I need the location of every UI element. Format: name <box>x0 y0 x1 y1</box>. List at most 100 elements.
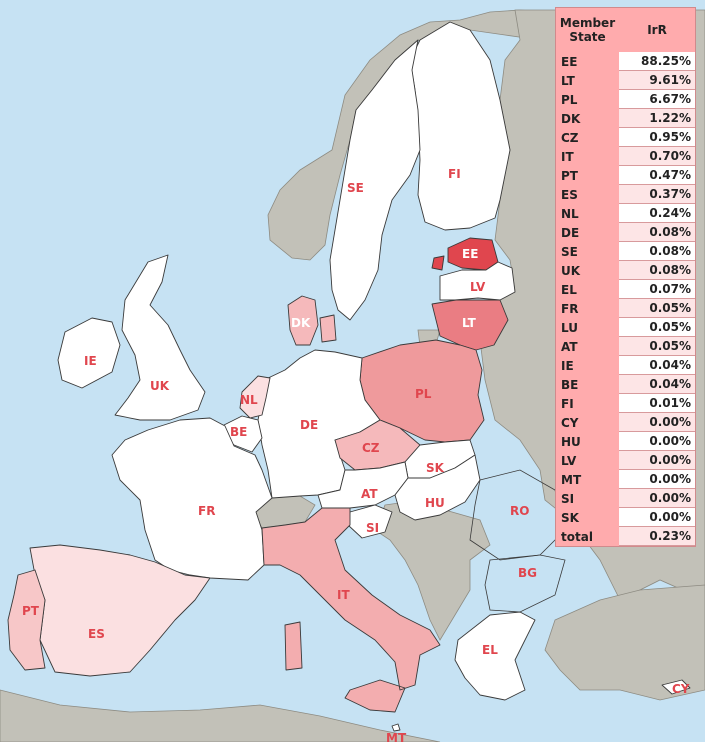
legend-irr-value: 0.00% <box>619 470 695 489</box>
legend-row: NL 0.24% <box>556 204 695 223</box>
legend-state-code: SE <box>561 244 578 259</box>
country-fr <box>111 417 273 581</box>
legend-irr-value: 0.04% <box>619 356 695 375</box>
legend-row: LV 0.00% <box>556 451 695 470</box>
country-mt <box>391 723 401 732</box>
legend-row: BE 0.04% <box>556 375 695 394</box>
legend-row: MT 0.00% <box>556 470 695 489</box>
legend-row: DE 0.08% <box>556 223 695 242</box>
legend-state-code: EL <box>561 282 577 297</box>
legend-row: DK 1.22% <box>556 109 695 128</box>
legend-row: LU 0.05% <box>556 318 695 337</box>
legend-state-code: DE <box>561 225 580 240</box>
label-hu: HU <box>425 496 445 510</box>
legend-table: Member State IrR EE 88.25% LT 9.61% PL 6.67% D… <box>555 7 696 547</box>
legend-state-code: HU <box>561 434 581 449</box>
legend-irr-value: 0.05% <box>619 337 695 356</box>
legend-state-code: LT <box>561 73 575 88</box>
bulgaria-border <box>484 554 566 613</box>
legend-state-code: SI <box>561 491 575 506</box>
label-lv: LV <box>470 280 486 294</box>
country-nl <box>239 375 271 419</box>
legend-irr-value: 0.08% <box>619 223 695 242</box>
legend-row: LT 9.61% <box>556 71 695 90</box>
irr-table: Member State IrR EE 88.25% LT 9.61% PL 6.67% D… <box>556 8 695 546</box>
label-pt: PT <box>22 604 40 618</box>
legend-row: PL 6.67% <box>556 90 695 109</box>
legend-state-code: LV <box>561 453 577 468</box>
label-ee: EE <box>462 247 478 261</box>
legend-state-code: DK <box>561 111 581 126</box>
legend-state-code: NL <box>561 206 579 221</box>
legend-irr-value: 0.01% <box>619 394 695 413</box>
label-cz: CZ <box>362 441 380 455</box>
label-uk: UK <box>150 379 170 393</box>
legend-irr-value: 0.47% <box>619 166 695 185</box>
legend-row: SE 0.08% <box>556 242 695 261</box>
legend-irr-value: 0.00% <box>619 508 695 527</box>
label-cy: CY <box>672 682 690 696</box>
country-it <box>261 507 441 713</box>
legend-state-code: MT <box>561 472 582 487</box>
label-ie: IE <box>84 354 97 368</box>
legend-row: SI 0.00% <box>556 489 695 508</box>
label-es: ES <box>88 627 105 641</box>
legend-header: Member State IrR <box>556 8 695 52</box>
label-el: EL <box>482 643 498 657</box>
legend-row: total 0.23% <box>556 527 695 546</box>
label-dk: DK <box>291 316 311 330</box>
legend-irr-value: 0.05% <box>619 318 695 337</box>
legend-row: CY 0.00% <box>556 413 695 432</box>
legend-irr-value: 9.61% <box>619 71 695 90</box>
country-el <box>454 611 536 701</box>
label-lt: LT <box>462 316 477 330</box>
country-se <box>329 39 421 321</box>
legend-row: HU 0.00% <box>556 432 695 451</box>
legend-row: FR 0.05% <box>556 299 695 318</box>
balkans-land <box>374 499 491 641</box>
label-fr: FR <box>198 504 215 518</box>
legend-row: ES 0.37% <box>556 185 695 204</box>
label-bg: BG <box>518 566 537 580</box>
legend-state-code: SK <box>561 510 579 525</box>
legend-state-code: AT <box>561 339 578 354</box>
label-nl: NL <box>240 393 258 407</box>
legend-irr-value: 0.07% <box>619 280 695 299</box>
north-africa-land <box>0 689 441 742</box>
legend-state-code: PL <box>561 92 578 107</box>
legend-state-code: IT <box>561 149 574 164</box>
country-dk <box>287 295 337 346</box>
legend-state-code: FR <box>561 301 579 316</box>
label-si: SI <box>366 521 379 535</box>
legend-irr-value: 0.05% <box>619 299 695 318</box>
country-uk <box>114 254 206 421</box>
legend-row: PT 0.47% <box>556 166 695 185</box>
legend-irr-value: 0.00% <box>619 451 695 470</box>
legend-irr-value: 0.23% <box>619 527 695 546</box>
label-fi: FI <box>448 167 461 181</box>
legend-state-code: EE <box>561 54 578 69</box>
label-mt: MT <box>386 731 407 742</box>
label-sk: SK <box>426 461 445 475</box>
legend-irr-value: 1.22% <box>619 109 695 128</box>
legend-row: EL 0.07% <box>556 280 695 299</box>
legend-irr-value: 0.00% <box>619 489 695 508</box>
header-irr: IrR <box>647 23 667 37</box>
legend-irr-value: 0.95% <box>619 128 695 147</box>
legend-irr-value: 0.08% <box>619 261 695 280</box>
legend-state-code: BE <box>561 377 579 392</box>
turkey-land <box>544 584 705 701</box>
country-pt <box>7 569 46 671</box>
legend-row: IT 0.70% <box>556 147 695 166</box>
legend-state-code: CY <box>561 415 579 430</box>
label-de: DE <box>300 418 318 432</box>
label-pl: PL <box>415 387 432 401</box>
country-cy <box>661 679 691 695</box>
label-be: BE <box>230 425 247 439</box>
legend-row: EE 88.25% <box>556 52 695 71</box>
legend-irr-value: 0.70% <box>619 147 695 166</box>
legend-irr-value: 0.00% <box>619 432 695 451</box>
country-ie <box>57 317 121 389</box>
legend-row: CZ 0.95% <box>556 128 695 147</box>
ro-bg-borders <box>469 469 566 613</box>
